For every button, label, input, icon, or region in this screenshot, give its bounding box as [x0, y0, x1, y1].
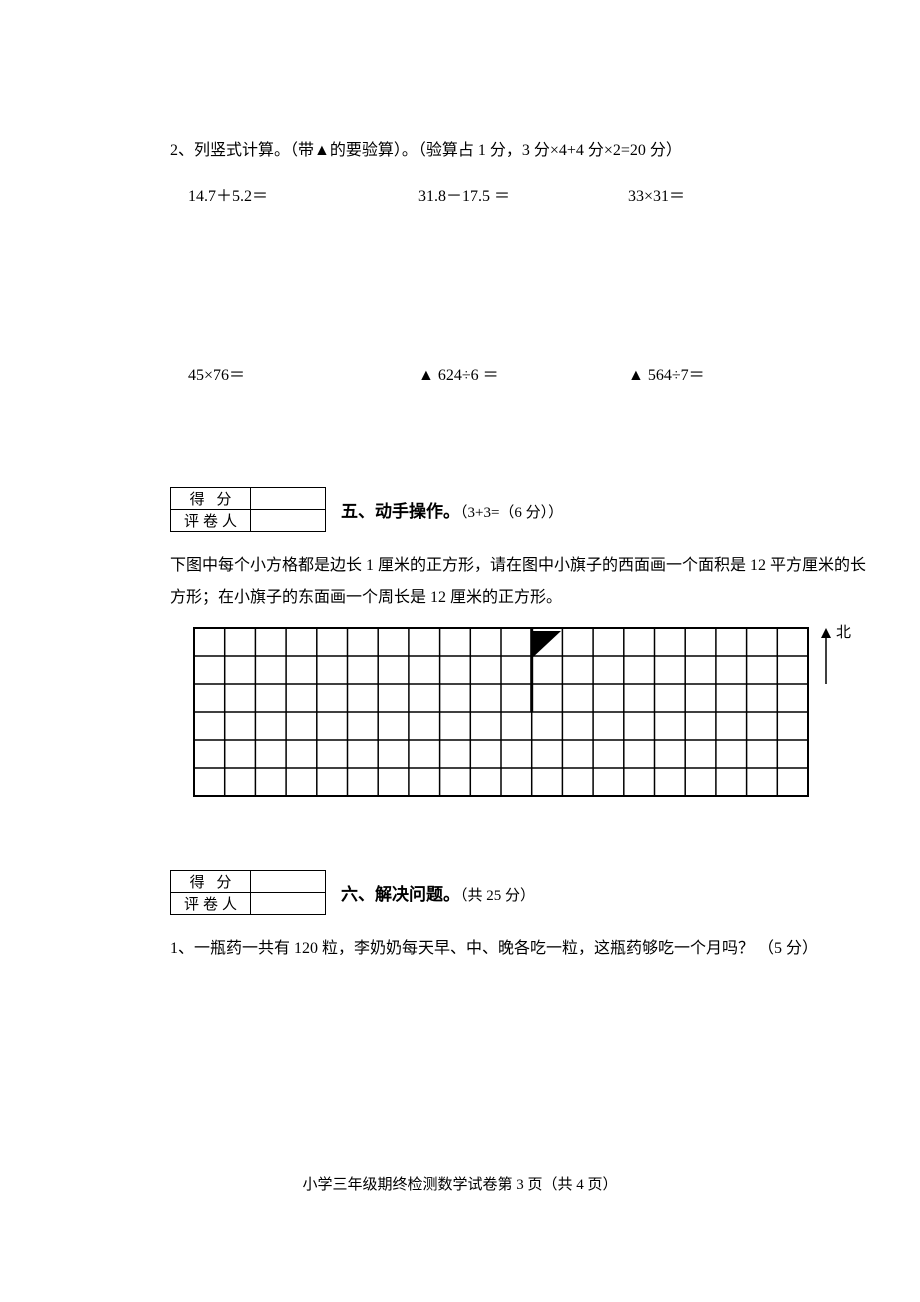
grid-diagram — [190, 624, 862, 800]
page-footer: 小学三年级期终检测数学试卷第 3 页（共 4 页） — [0, 1173, 920, 1194]
expr-2: 31.8－17.5 ＝ — [418, 182, 628, 206]
expr-6: ▲ 564÷7＝ — [628, 361, 828, 385]
grader-value-cell — [251, 893, 326, 915]
expr-5: ▲ 624÷6 ＝ — [418, 361, 628, 385]
section-5-header: 得 分 评卷人 五、动手操作。（3+3=（6 分）） — [170, 487, 870, 532]
score-table: 得 分 评卷人 — [170, 487, 326, 532]
expr-4: 45×76＝ — [188, 361, 418, 385]
score-label: 得 分 — [171, 488, 251, 510]
score-label: 得 分 — [171, 871, 251, 893]
north-label: 北 — [836, 621, 851, 642]
grader-label: 评卷人 — [171, 510, 251, 532]
question-2-block: 2、列竖式计算。（带▲的要验算）。（验算占 1 分，3 分×4+4 分×2=20… — [170, 138, 840, 385]
section-5-title-points: （3+3=（6 分）） — [460, 505, 563, 521]
section-5-title: 五、动手操作。（3+3=（6 分）） — [341, 497, 563, 522]
score-value-cell — [251, 871, 326, 893]
section-5-description: 下图中每个小方格都是边长 1 厘米的正方形，请在图中小旗子的西面画一个面积是 1… — [170, 550, 870, 614]
question-2-title: 2、列竖式计算。（带▲的要验算）。（验算占 1 分，3 分×4+4 分×2=20… — [170, 138, 840, 164]
score-value-cell — [251, 488, 326, 510]
score-table: 得 分 评卷人 — [170, 870, 326, 915]
question-2-row-2: 45×76＝ ▲ 624÷6 ＝ ▲ 564÷7＝ — [188, 361, 840, 385]
section-6-title: 六、解决问题。（共 25 分） — [341, 880, 535, 905]
section-5-title-main: 五、动手操作。 — [341, 502, 460, 521]
question-2-row-1: 14.7＋5.2＝ 31.8－17.5 ＝ 33×31＝ — [188, 182, 840, 206]
question-6-1: 1、一瓶药一共有 120 粒，李奶奶每天早、中、晚各吃一粒，这瓶药够吃一个月吗？… — [170, 933, 840, 965]
grader-label: 评卷人 — [171, 893, 251, 915]
expr-3: 33×31＝ — [628, 182, 828, 206]
grid-wrapper: 北 — [190, 624, 870, 800]
section-6-block: 得 分 评卷人 六、解决问题。（共 25 分） 1、一瓶药一共有 120 粒，李… — [170, 870, 840, 965]
section-5-block: 得 分 评卷人 五、动手操作。（3+3=（6 分）） 下图中每个小方格都是边长 … — [170, 487, 870, 800]
expr-1: 14.7＋5.2＝ — [188, 182, 418, 206]
section-6-title-points: （共 25 分） — [460, 888, 535, 904]
section-6-title-main: 六、解决问题。 — [341, 885, 460, 904]
grader-value-cell — [251, 510, 326, 532]
section-6-header: 得 分 评卷人 六、解决问题。（共 25 分） — [170, 870, 840, 915]
